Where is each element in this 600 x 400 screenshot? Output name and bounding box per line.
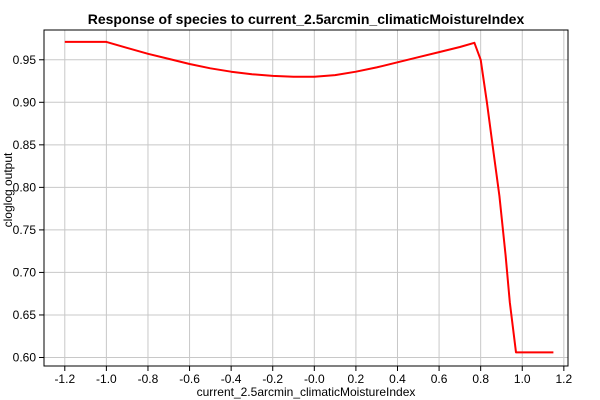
y-tick-label: 0.80	[13, 180, 37, 194]
grid-layer	[44, 30, 568, 366]
x-tick-label: 1.0	[514, 372, 531, 386]
x-tick-label: -1.2	[54, 372, 75, 386]
y-tick-label: 0.65	[13, 308, 37, 322]
y-tick-label: 0.75	[13, 223, 37, 237]
x-tick-label: 0.4	[389, 372, 406, 386]
y-tick-label: 0.85	[13, 138, 37, 152]
x-tick-label: 0.2	[348, 372, 365, 386]
y-tick-label: 0.95	[13, 53, 37, 67]
x-tick-label: -0.0	[304, 372, 325, 386]
x-tick-label: 1.2	[555, 372, 572, 386]
y-axis-label: cloglog output	[1, 152, 15, 227]
x-tick-label: -1.0	[96, 372, 117, 386]
series-line	[64, 40, 554, 354]
x-tick-label: -0.4	[221, 372, 242, 386]
series-layer	[64, 40, 554, 354]
y-tick-label: 0.90	[13, 95, 37, 109]
x-tick-label: -0.8	[138, 372, 159, 386]
ticks-layer: -1.2 -1.0 -0.8 -0.6 -0.4 -0.2 -0.0 0.2 0.4 0.6 0.8…	[13, 53, 573, 386]
x-axis-label: current_2.5arcmin_climaticMoistureIndex	[197, 385, 416, 399]
x-tick-label: -0.6	[179, 372, 200, 386]
chart-title: Response of species to current_2.5arcmin…	[88, 11, 525, 27]
plot-frame	[43, 29, 569, 367]
x-tick-label: 0.6	[431, 372, 448, 386]
x-tick-label: 0.8	[472, 372, 489, 386]
y-tick-label: 0.70	[13, 265, 37, 279]
y-tick-label: 0.60	[13, 350, 37, 364]
x-tick-label: -0.2	[262, 372, 283, 386]
